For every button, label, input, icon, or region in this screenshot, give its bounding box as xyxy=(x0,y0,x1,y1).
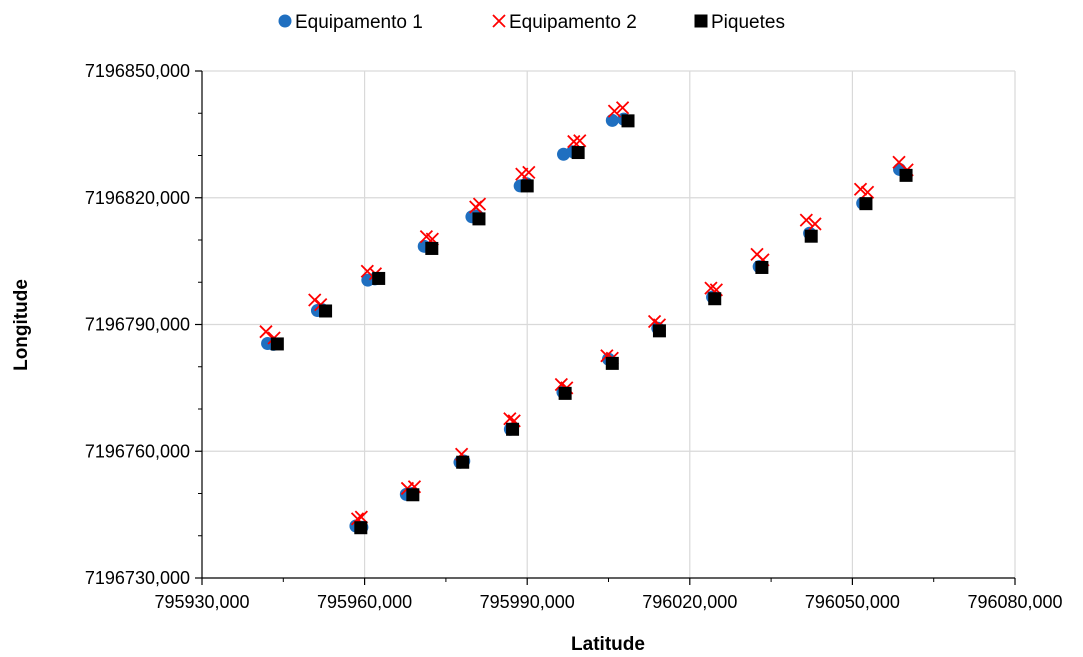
data-point xyxy=(755,260,769,274)
legend-label: Piquetes xyxy=(711,12,785,33)
data-point xyxy=(506,422,520,436)
data-point xyxy=(573,134,587,148)
gridlines xyxy=(202,70,1016,578)
data-point xyxy=(520,179,534,193)
data-point xyxy=(270,337,284,351)
data-point xyxy=(621,114,635,128)
data-point xyxy=(607,104,622,118)
data-point xyxy=(354,521,368,535)
data-point xyxy=(360,264,374,278)
data-point xyxy=(354,510,368,524)
data-point xyxy=(571,146,585,160)
data-point xyxy=(558,386,572,400)
legend-label: Equipamento 1 xyxy=(295,12,423,33)
data-point xyxy=(425,241,439,255)
series-piquetes xyxy=(270,114,913,535)
data-point xyxy=(652,324,666,338)
x-tick-label: 795960,000 xyxy=(317,592,412,612)
data-point xyxy=(503,412,517,426)
data-point xyxy=(472,212,486,226)
data-point xyxy=(372,271,386,285)
data-point xyxy=(808,217,822,231)
y-tick-labels: 7196730,000 7196760,000 7196790,000 7196820… xyxy=(85,61,190,588)
data-point xyxy=(708,292,722,306)
legend-item: Equipamento 1 xyxy=(278,12,423,33)
data-point xyxy=(456,455,470,469)
series-equipamento-2 xyxy=(259,101,914,526)
legend-item: Piquetes xyxy=(694,12,785,33)
data-point xyxy=(615,101,630,115)
data-point xyxy=(319,304,333,318)
y-tick-label: 7196730,000 xyxy=(85,568,190,588)
x-tick-label: 795990,000 xyxy=(480,592,575,612)
x-tick-label: 796080,000 xyxy=(967,592,1062,612)
data-point xyxy=(308,293,322,307)
data-point xyxy=(859,197,873,211)
x-axis-title: Latitude xyxy=(571,634,645,655)
data-point xyxy=(605,356,619,370)
data-point xyxy=(259,325,273,339)
data-point xyxy=(406,488,420,502)
x-tick-label: 796020,000 xyxy=(642,592,737,612)
x-tick-label: 796050,000 xyxy=(805,592,900,612)
legend: Equipamento 1 Equipamento 2 Piquetes xyxy=(278,12,785,33)
data-point xyxy=(799,213,813,227)
legend-label: Equipamento 2 xyxy=(509,12,637,33)
data-point xyxy=(804,229,818,243)
y-tick-label: 7196790,000 xyxy=(85,315,190,335)
data-point xyxy=(853,182,868,196)
data-point xyxy=(472,197,487,211)
y-tick-label: 7196760,000 xyxy=(85,441,190,461)
legend-marker xyxy=(278,14,292,28)
x-tick-labels: 795930,000 795960,000 795990,000 796020,000… xyxy=(154,592,1062,612)
data-point xyxy=(899,168,913,182)
legend-item: Equipamento 2 xyxy=(492,12,637,33)
legend-marker xyxy=(492,14,506,28)
y-axis-title: Longitude xyxy=(11,279,32,371)
y-tick-label: 7196850,000 xyxy=(85,61,190,81)
data-marks xyxy=(259,101,914,535)
data-point xyxy=(522,165,536,180)
axes xyxy=(195,70,1016,585)
data-point xyxy=(605,113,619,127)
y-tick-label: 7196820,000 xyxy=(85,188,190,208)
series-equipamento-1 xyxy=(261,112,907,534)
x-tick-label: 795930,000 xyxy=(154,592,249,612)
data-point xyxy=(860,185,875,199)
legend-marker xyxy=(694,14,708,28)
